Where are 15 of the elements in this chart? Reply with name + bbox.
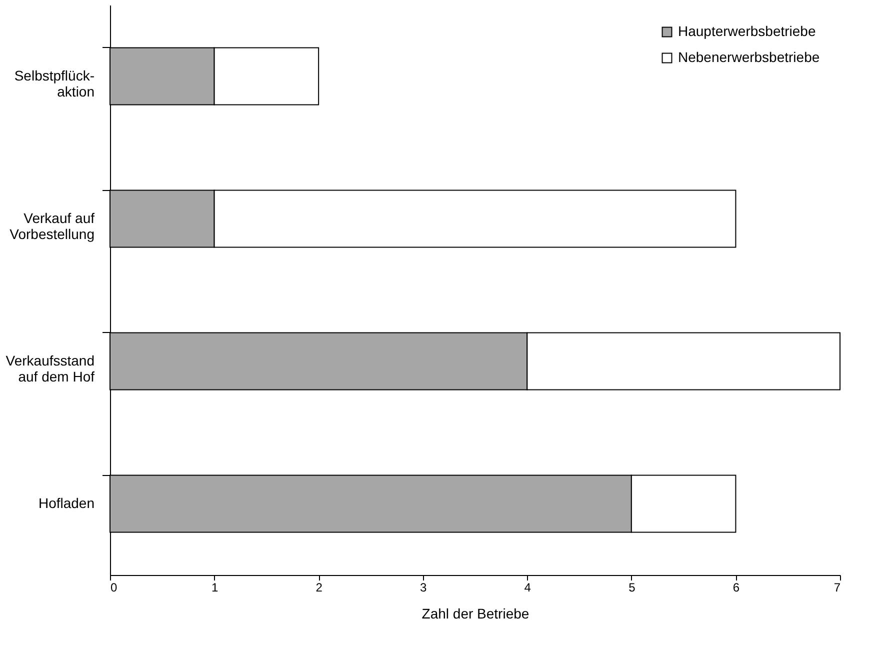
x-axis-title: Zahl der Betriebe [422,606,530,622]
legend-label: Haupterwerbsbetriebe [678,23,816,39]
x-tick-label: 0 [110,580,118,594]
y-tick-label: Verkaufsstand auf dem Hof [6,352,95,384]
legend-label: Nebenerwerbsbetriebe [678,49,820,65]
x-tick-label: 2 [316,580,323,594]
x-tick-label: 1 [211,580,218,594]
y-tick-label: Selbstpflück- aktion [14,67,95,100]
y-tick-label: Verkauf auf Vorbestellung [10,210,95,242]
x-tick-label: 6 [732,580,740,594]
x-tick-label: 4 [524,580,532,594]
y-tick-label: Hofladen [38,494,94,511]
x-tick-label: 7 [834,580,841,594]
x-tick-label: 5 [628,580,636,594]
x-tick-label: 3 [420,580,428,594]
